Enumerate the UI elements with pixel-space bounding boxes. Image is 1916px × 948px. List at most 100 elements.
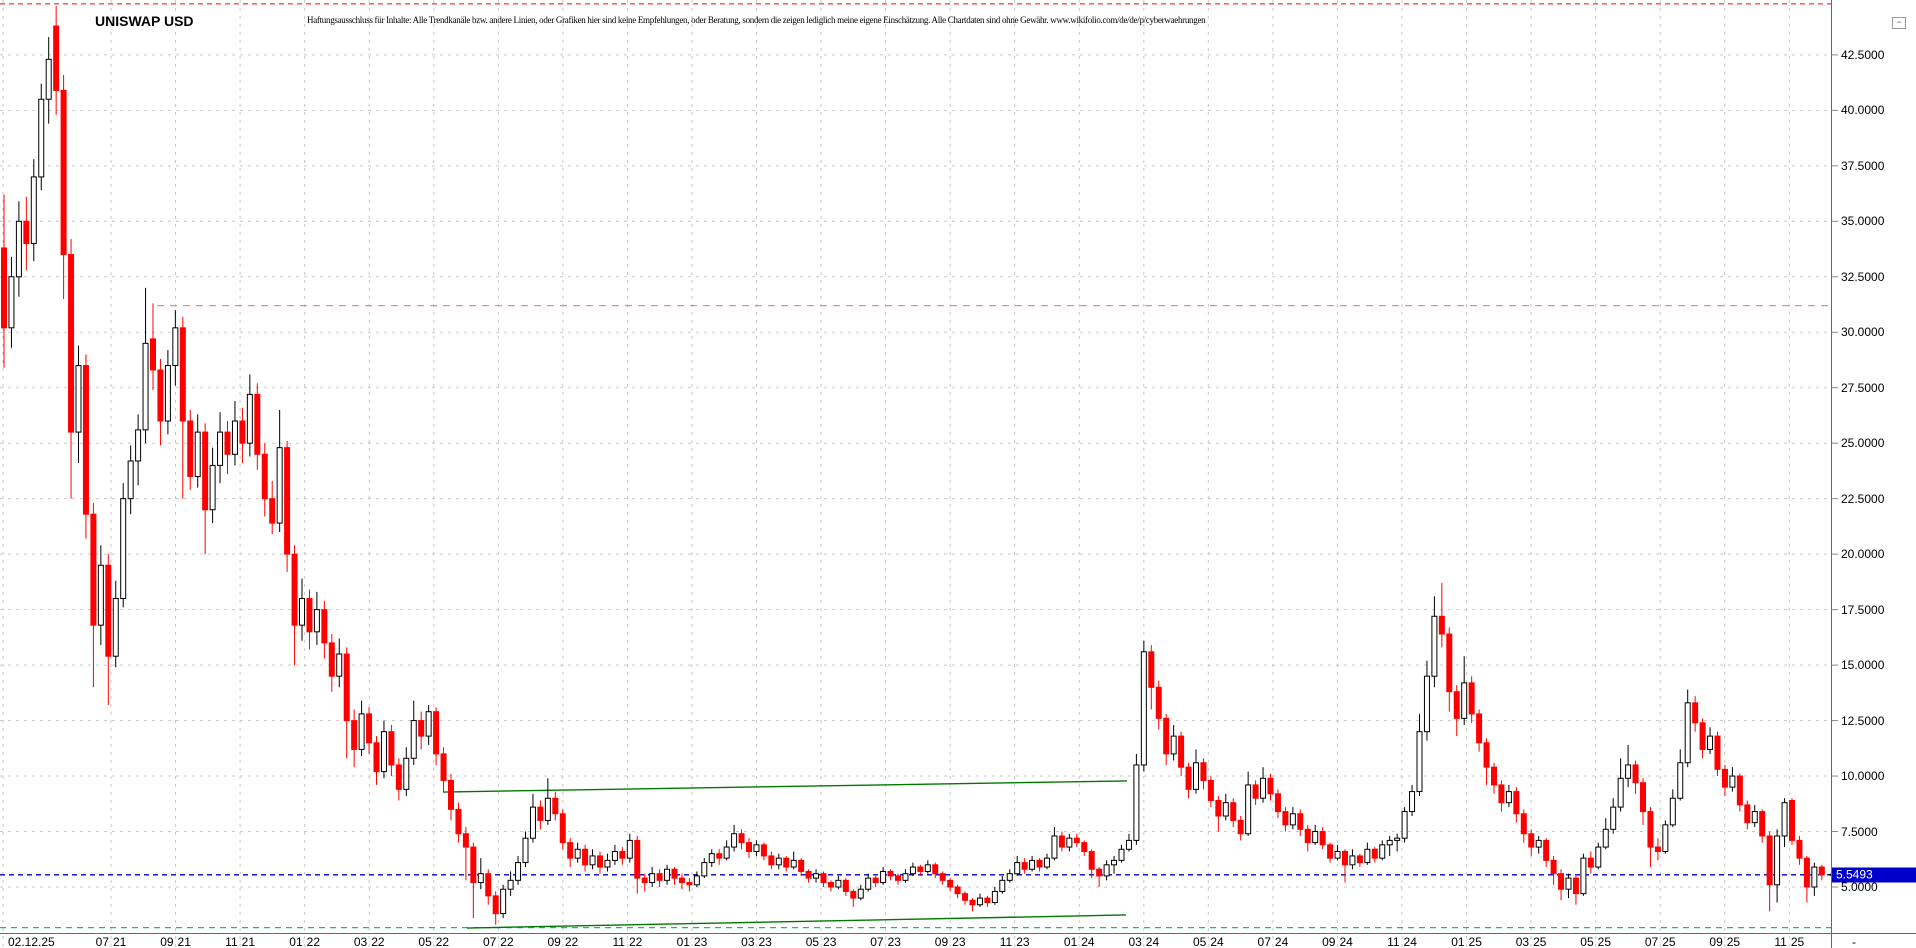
candle-down	[343, 653, 350, 722]
candle-down	[433, 711, 440, 755]
candle-up	[1662, 824, 1669, 852]
candle-up	[1029, 859, 1036, 870]
candle-up	[135, 429, 142, 462]
candle-up	[1580, 857, 1587, 895]
date-axis-label: 07 25	[1644, 935, 1676, 948]
candle-down	[567, 842, 574, 859]
candle-down	[939, 873, 946, 881]
candle-up	[45, 58, 52, 100]
candle-down	[1230, 802, 1237, 821]
candle-down	[1796, 839, 1803, 859]
candle-down	[321, 609, 328, 644]
candle-down	[1476, 713, 1483, 744]
candle-down	[224, 431, 231, 455]
date-axis-label: 03 22	[353, 935, 385, 948]
candle-up	[1111, 859, 1118, 866]
candle-down	[798, 859, 805, 872]
candle-up	[313, 609, 320, 633]
candle-down	[760, 844, 767, 857]
candle-down	[1148, 651, 1155, 688]
price-axis-separator	[1831, 0, 1832, 948]
candle-down	[53, 25, 60, 91]
candle-up	[1461, 682, 1468, 719]
candle-up	[1170, 735, 1177, 755]
candle-up	[1066, 837, 1073, 848]
candle-down	[440, 753, 447, 781]
candle-up	[172, 327, 179, 367]
candle-down	[1371, 848, 1378, 859]
candle-up	[246, 393, 253, 444]
candle-up	[30, 176, 37, 244]
candle-up	[142, 342, 149, 431]
candle-up	[276, 447, 283, 524]
candle-down	[1759, 811, 1766, 837]
disclaimer-text: Haftungsausschluss für Inhalte: Alle Tre…	[307, 15, 1206, 25]
candle-up	[1044, 857, 1050, 868]
candle-up	[909, 866, 916, 875]
candle-down	[969, 899, 976, 906]
candle-up	[1394, 837, 1401, 841]
candle-down	[1491, 766, 1497, 786]
candle-down	[1319, 831, 1326, 846]
candle-down	[1073, 837, 1080, 844]
candle-up	[403, 757, 410, 790]
candle-down	[150, 338, 156, 371]
candle-down	[1632, 764, 1639, 784]
collapse-axis-icon[interactable]: −	[1892, 17, 1906, 29]
candle-up	[1222, 802, 1229, 817]
candle-down	[1215, 799, 1222, 817]
candle-up	[1684, 702, 1691, 764]
candle-down	[1021, 862, 1028, 870]
candle-up	[410, 720, 417, 759]
candle-up	[1423, 675, 1430, 733]
candle-down	[1088, 850, 1095, 870]
candle-up	[1289, 813, 1296, 826]
candle-up	[507, 879, 514, 890]
candle-down	[582, 848, 589, 866]
candle-down	[187, 420, 194, 477]
candle-up	[1707, 735, 1714, 750]
candle-up	[693, 875, 700, 886]
candle-up	[515, 862, 522, 881]
candle-down	[202, 431, 209, 511]
price-axis-label: 35.0000	[1841, 214, 1885, 229]
candle-down	[455, 808, 462, 835]
candle-up	[611, 850, 618, 861]
channel-lower-trendline	[466, 914, 1127, 929]
candle-down	[366, 713, 373, 744]
candle-down	[1498, 784, 1505, 804]
candle-down	[388, 731, 395, 766]
candle-up	[1625, 764, 1632, 779]
candle-down	[261, 453, 268, 500]
candle-up	[1401, 811, 1408, 839]
candle-down	[328, 642, 335, 677]
candle-down	[1178, 735, 1185, 768]
candle-down	[1081, 842, 1088, 852]
candle-down	[395, 764, 402, 790]
candle-up	[626, 839, 633, 859]
candle-down	[1513, 791, 1520, 815]
current-price-badge: 5.5493	[1832, 867, 1916, 883]
candle-up	[999, 879, 1006, 892]
candle-up	[1505, 791, 1512, 804]
candle-up	[708, 853, 715, 864]
candle-up	[664, 868, 671, 881]
candle-down	[1528, 833, 1535, 848]
candle-down	[23, 220, 30, 244]
candle-down	[351, 720, 358, 750]
candle-down	[634, 839, 641, 879]
date-axis-label: 11 24	[1387, 935, 1417, 948]
candle-up	[1729, 775, 1736, 788]
candle-down	[746, 842, 752, 852]
candle-down	[932, 864, 939, 875]
candle-down	[1155, 686, 1162, 719]
candle-down	[895, 875, 901, 881]
candle-down	[90, 513, 97, 626]
candle-up	[380, 731, 387, 773]
candle-up	[1118, 848, 1125, 861]
candle-up	[544, 797, 551, 821]
candle-down	[179, 327, 186, 422]
candle-down	[686, 882, 693, 886]
candle-down	[678, 877, 685, 884]
